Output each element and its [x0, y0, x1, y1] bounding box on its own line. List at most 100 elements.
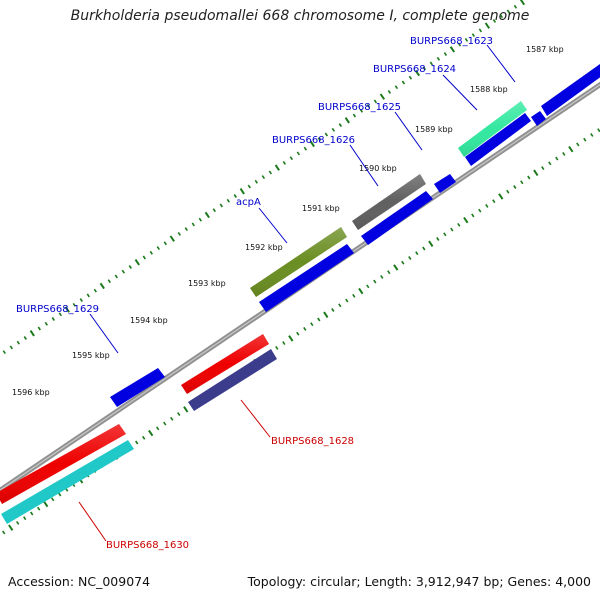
tick-mark [9, 345, 13, 350]
tick-mark [478, 28, 483, 33]
tick-mark [450, 227, 454, 232]
tick-mark [380, 274, 384, 279]
gene-blue-3[interactable] [361, 191, 433, 245]
tick-mark [121, 269, 125, 274]
gene-BURPS668_1629[interactable] [110, 368, 165, 407]
tick-mark [393, 264, 399, 271]
tick-label-1593: 1593 kbp [188, 279, 226, 288]
tick-mark [191, 222, 195, 227]
tick-mark [170, 416, 174, 421]
tick-mark [506, 189, 510, 194]
tick-mark [443, 232, 447, 237]
tick-mark [156, 246, 160, 251]
tick-label-1592: 1592 kbp [245, 243, 283, 252]
gene-BURPS668_1628[interactable] [188, 349, 277, 411]
tick-mark [37, 326, 41, 331]
tick-mark [387, 89, 392, 94]
label-BURPS668_1626[interactable]: BURPS668_1626 [272, 135, 355, 146]
tick-mark [484, 22, 491, 29]
gene-BURPS668_1630[interactable] [1, 440, 134, 524]
tick-mark [142, 435, 146, 440]
tick-mark [99, 282, 105, 290]
tick-mark [358, 287, 364, 295]
label-BURPS668_1629[interactable]: BURPS668_1629 [16, 304, 99, 315]
tick-mark [275, 345, 279, 350]
tick-mark [177, 412, 181, 417]
tick-mark [373, 99, 378, 104]
tick-mark [533, 169, 539, 177]
tick-label-1591: 1591 kbp [302, 204, 340, 213]
tick-mark [344, 117, 350, 124]
tick-label-1590: 1590 kbp [359, 164, 397, 173]
tick-mark [198, 217, 202, 222]
map-title: Burkholderia pseudomallei 668 chromosome… [70, 8, 530, 24]
tick-mark [86, 293, 90, 298]
tick-mark [324, 132, 329, 137]
label-BURPS668_1623[interactable]: BURPS668_1623 [410, 36, 493, 47]
label-BURPS668_1624[interactable]: BURPS668_1624 [373, 64, 456, 75]
genome-summary-text: Topology: circular; Length: 3,912,947 bp… [247, 574, 591, 589]
tick-mark [428, 240, 434, 247]
tick-mark [422, 246, 426, 251]
tick-mark [247, 184, 251, 189]
tick-mark [183, 406, 189, 413]
tick-mark [373, 279, 377, 284]
label-BURPS668_1625[interactable]: BURPS668_1625 [318, 102, 401, 113]
tick-mark [79, 298, 83, 303]
tick-mark [8, 524, 14, 531]
tick-label-1595: 1595 kbp [72, 351, 110, 360]
tick-mark [520, 180, 524, 185]
tick-mark [366, 104, 371, 109]
tick-mark [555, 156, 559, 161]
tick-mark [30, 511, 34, 516]
tick-mark [282, 160, 287, 165]
tick-mark [288, 335, 294, 342]
tick-mark [219, 203, 223, 208]
tick-mark [464, 37, 469, 42]
tick-mark [478, 208, 482, 213]
tick-mark [492, 19, 497, 23]
tick-mark [51, 317, 55, 321]
tick-mark [43, 500, 49, 508]
tick-mark [408, 256, 412, 260]
tick-mark [541, 166, 545, 171]
tick-mark [233, 194, 237, 198]
gene-blue-large-top[interactable] [541, 64, 600, 116]
label-leaders [78, 44, 516, 542]
tick-mark [149, 250, 153, 255]
gene-blue-4[interactable] [259, 244, 354, 312]
tick-mark [331, 308, 335, 312]
scale-ticks [2, 0, 600, 535]
tick-mark [107, 279, 111, 284]
tick-mark [310, 322, 314, 327]
tick-mark [51, 497, 55, 502]
tick-label-1587: 1587 kbp [526, 45, 564, 54]
tick-mark [135, 440, 139, 445]
tick-mark [415, 251, 419, 256]
tick-mark [513, 4, 518, 9]
tick-mark [239, 188, 245, 195]
tick-label-1594: 1594 kbp [130, 316, 168, 325]
label-BURPS668_1630[interactable]: BURPS668_1630 [106, 540, 189, 551]
tick-mark [583, 137, 587, 142]
tick-mark [309, 140, 315, 148]
tick-mark [16, 340, 20, 345]
tick-mark [471, 213, 475, 218]
tick-mark [2, 530, 6, 535]
tick-mark [254, 179, 258, 184]
label-acpA[interactable]: acpA [236, 197, 261, 208]
tick-mark [303, 146, 308, 151]
tick-mark [58, 312, 62, 317]
tick-mark [134, 259, 140, 266]
tick-mark [499, 14, 504, 19]
tick-mark [163, 421, 167, 426]
gene-BURPS668_1625[interactable] [434, 174, 456, 193]
tick-mark [177, 231, 181, 236]
gene-blue-small-1[interactable] [531, 111, 546, 126]
gene-BURPS668_1624[interactable] [465, 113, 531, 166]
label-BURPS668_1628[interactable]: BURPS668_1628 [271, 436, 354, 447]
tick-mark [463, 216, 469, 224]
tick-mark [156, 426, 160, 431]
tick-mark [296, 151, 301, 156]
